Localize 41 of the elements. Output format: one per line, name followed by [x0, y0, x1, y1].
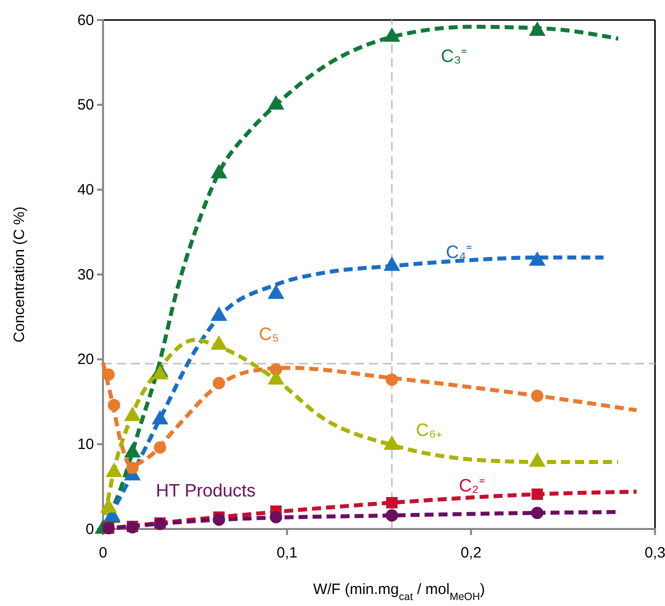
y-tick-label: 60: [77, 12, 94, 29]
text: C₃⁼: [440, 46, 468, 66]
x-axis-title: W/F (min.mg$_{cat}$ / mol$_{MeOH}$): [313, 581, 485, 603]
point: [270, 510, 282, 524]
point: [210, 164, 228, 178]
point: [212, 376, 226, 390]
point: [386, 509, 398, 522]
series-label: C₅: [258, 324, 280, 344]
y-tick-label: 40: [77, 181, 94, 198]
x-tick-label: 0,3: [644, 544, 665, 562]
y-tick-label: 20: [77, 351, 94, 368]
x-tick-label: 0: [98, 544, 108, 562]
y-tick-label: 50: [77, 96, 94, 114]
point: [154, 441, 166, 454]
series-label: HT Products: [156, 480, 256, 501]
point: [210, 306, 228, 321]
point: [210, 335, 228, 350]
point: [384, 27, 400, 42]
point: [386, 374, 398, 386]
y-tick-label: 0: [86, 520, 94, 538]
point: [108, 398, 120, 412]
point: [386, 497, 398, 508]
point: [126, 462, 139, 474]
point: [528, 21, 546, 36]
point: [212, 514, 226, 526]
point: [531, 506, 544, 520]
y-axis-title: Concentration (C %): [11, 206, 28, 342]
y-tick-label: 30: [77, 266, 94, 284]
text: C₂⁼: [458, 476, 485, 496]
text: C₄⁼: [446, 242, 472, 262]
series-label: C₆₊: [416, 420, 442, 440]
point: [531, 390, 544, 402]
point: [268, 95, 284, 110]
point: [268, 284, 284, 299]
point: [528, 251, 546, 266]
x-tick-label: 0,1: [276, 544, 298, 562]
point: [102, 368, 115, 381]
point: [532, 488, 543, 500]
x-tick-label: 0,2: [460, 544, 482, 562]
y-tick-label: 10: [77, 436, 94, 453]
point: [384, 256, 400, 271]
